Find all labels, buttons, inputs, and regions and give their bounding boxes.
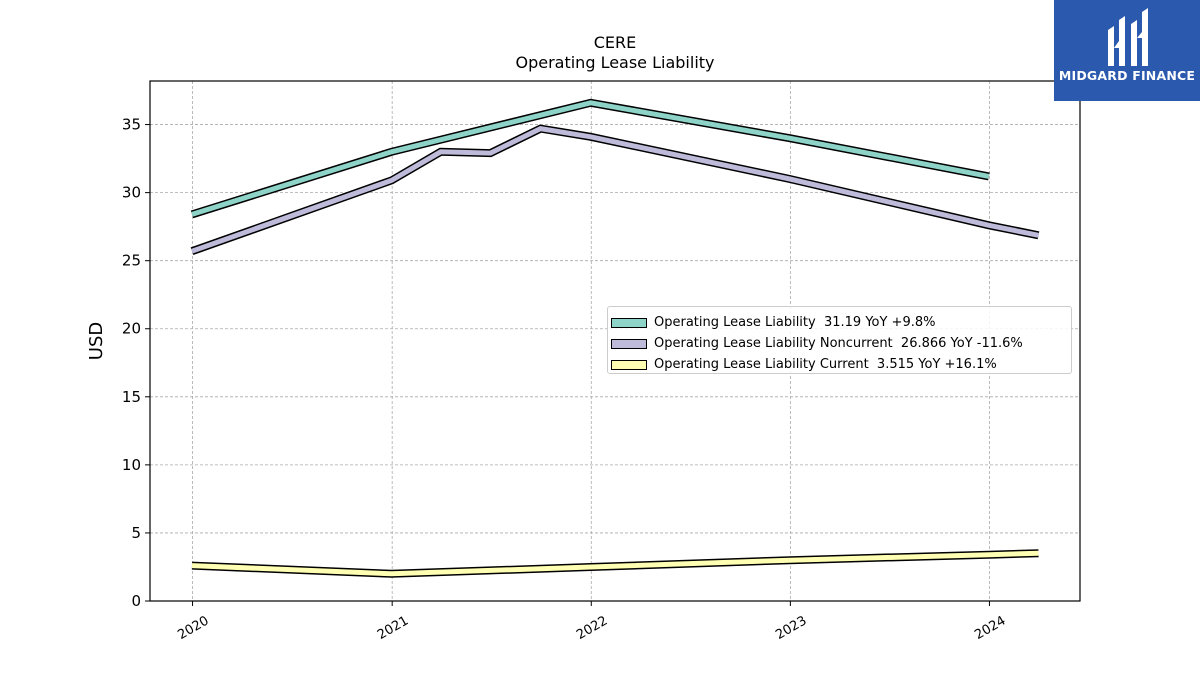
y-tick-label: 30 — [122, 184, 141, 202]
legend-label: Operating Lease Liability 31.19 YoY +9.8… — [654, 315, 936, 330]
series-lines — [190, 98, 1040, 578]
legend-label: Operating Lease Liability Current 3.515 … — [654, 357, 997, 372]
legend-item: Operating Lease Liability 31.19 YoY +9.8… — [608, 312, 1071, 333]
x-axis-ticks: 2020 2021 2022 2023 2024 — [175, 601, 1008, 643]
legend-label: Operating Lease Liability Noncurrent 26.… — [654, 336, 1023, 351]
brand-name: MIDGARD FINANCE — [1058, 68, 1196, 83]
x-tick-label: 2021 — [375, 613, 411, 643]
y-axis-ticks: 0 5 10 15 20 25 30 35 — [122, 116, 150, 610]
y-tick-label: 5 — [131, 524, 141, 542]
plot-frame — [149, 80, 1081, 602]
legend-item: Operating Lease Liability Noncurrent 26.… — [608, 333, 1071, 354]
y-tick-label: 20 — [122, 320, 141, 338]
y-tick-label: 15 — [122, 388, 141, 406]
legend: Operating Lease Liability 31.19 YoY +9.8… — [607, 306, 1072, 374]
x-tick-label: 2022 — [574, 613, 610, 643]
y-axis-label: USD — [86, 322, 107, 360]
y-tick-label: 35 — [122, 116, 141, 134]
brand-badge: MIDGARD FINANCE — [1054, 0, 1200, 101]
midgard-logo-icon — [1108, 8, 1148, 66]
legend-item: Operating Lease Liability Current 3.515 … — [608, 354, 1071, 375]
chart-subtitle: Operating Lease Liability — [515, 53, 714, 72]
series-line-outline-1 — [190, 124, 1040, 255]
legend-swatch — [611, 317, 647, 328]
x-tick-label: 2020 — [175, 613, 211, 643]
y-tick-label: 25 — [122, 252, 141, 270]
chart-title: CERE — [594, 33, 637, 52]
x-tick-label: 2024 — [972, 613, 1008, 643]
series-line-1 — [191, 126, 1039, 254]
legend-swatch — [611, 359, 647, 370]
series-line-0 — [191, 100, 990, 217]
series-line-2 — [191, 550, 1039, 577]
x-tick-label: 2023 — [773, 613, 809, 643]
y-tick-label: 10 — [122, 456, 141, 474]
y-tick-label: 0 — [131, 592, 141, 610]
legend-swatch — [611, 338, 647, 349]
